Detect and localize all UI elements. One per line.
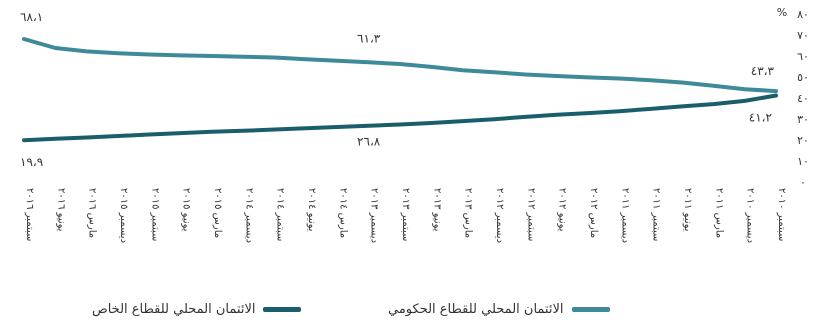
y-tick-label: ٠ — [800, 176, 806, 189]
x-tick-label: سبتمبر ٢٠١٠ — [776, 188, 787, 241]
x-tick-label: سبتمبر ٢٠١٣ — [400, 188, 411, 241]
legend-label-government: الائتمان المحلي للقطاع الحكومي — [388, 301, 564, 317]
x-tick-label: مارس ٢٠١٢ — [588, 188, 599, 238]
x-axis: سبتمبر ٢٠١٠ ديسمبر ٢٠١٠ مارس ٢٠١١ يونيو ٢٠١… — [24, 188, 787, 243]
x-tick-label: ديسمبر ٢٠١٢ — [494, 188, 505, 243]
y-axis: ٠ ١٠ ٢٠ ٣٠ ٤٠ ٥٠ ٦٠ ٧٠ ٨٠% — [777, 6, 809, 189]
x-tick-label: مارس ٢٠١٤ — [337, 188, 348, 238]
annotation-gov-end: ٤٣،٣ — [751, 64, 775, 78]
x-tick-label: ديسمبر ٢٠١٠ — [745, 188, 756, 243]
y-tick-label: ٧٠ — [797, 29, 809, 42]
annotation-prv-end: ٤١،٢ — [749, 110, 772, 124]
y-tick-label: ٢٠ — [797, 134, 809, 147]
x-tick-label: يونيو ٢٠١٢ — [557, 188, 568, 232]
x-tick-label: ديسمبر ٢٠١١ — [619, 188, 630, 243]
annotation-gov-mid: ٦١،٣ — [357, 31, 381, 45]
y-tick-label: ٨٠ — [797, 8, 809, 21]
x-tick-label: مارس ٢٠١١ — [713, 188, 724, 238]
y-tick-label: ٥٠ — [797, 71, 809, 84]
y-tick-label: ٤٠ — [797, 92, 809, 105]
legend-label-private: الائتمان المحلي للقطاع الخاص — [92, 301, 256, 317]
legend-item-government: الائتمان المحلي للقطاع الحكومي — [388, 298, 610, 320]
x-tick-label: سبتمبر ٢٠١٦ — [24, 188, 35, 241]
x-tick-label: يونيو ٢٠١٥ — [181, 188, 192, 232]
x-tick-label: يونيو ٢٠١١ — [682, 188, 693, 232]
x-tick-label: سبتمبر ٢٠١٥ — [149, 188, 160, 241]
x-tick-label: ديسمبر ٢٠١٤ — [243, 188, 254, 243]
annotation-prv-start: ١٩،٩ — [20, 155, 43, 169]
series-line-1 — [22, 93, 778, 143]
legend-swatch-government — [571, 306, 610, 312]
x-tick-label: مارس ٢٠١٣ — [463, 188, 474, 238]
legend-item-private: الائتمان المحلي للقطاع الخاص — [92, 298, 302, 320]
x-tick-label: سبتمبر ٢٠١٢ — [525, 188, 536, 241]
annotation-prv-mid: ٢٦،٨ — [357, 135, 381, 149]
x-tick-label: سبتمبر ٢٠١١ — [651, 188, 662, 241]
x-tick-label: يونيو ٢٠١٦ — [55, 188, 66, 232]
x-tick-label: يونيو ٢٠١٤ — [306, 188, 317, 232]
x-tick-label: ديسمبر ٢٠١٥ — [118, 188, 129, 243]
y-unit-label: % — [777, 6, 787, 19]
legend-swatch-private — [263, 306, 302, 312]
y-tick-label: ١٠ — [797, 155, 809, 168]
y-tick-label: ٣٠ — [797, 113, 809, 126]
annotations: ٦٨،١ ٦١،٣ ٤٣،٣ ١٩،٩ ٢٦،٨ ٤١،٢ — [20, 10, 775, 169]
x-tick-label: سبتمبر ٢٠١٤ — [275, 188, 286, 241]
x-tick-label: ديسمبر ٢٠١٣ — [369, 188, 380, 243]
x-tick-label: مارس ٢٠١٦ — [87, 188, 98, 238]
series-line-0 — [22, 37, 778, 94]
annotation-gov-start: ٦٨،١ — [20, 10, 43, 24]
x-tick-label: يونيو ٢٠١٣ — [431, 188, 442, 232]
x-tick-label: مارس ٢٠١٥ — [212, 188, 223, 238]
y-tick-label: ٦٠ — [797, 50, 809, 63]
series-layer — [22, 37, 778, 143]
